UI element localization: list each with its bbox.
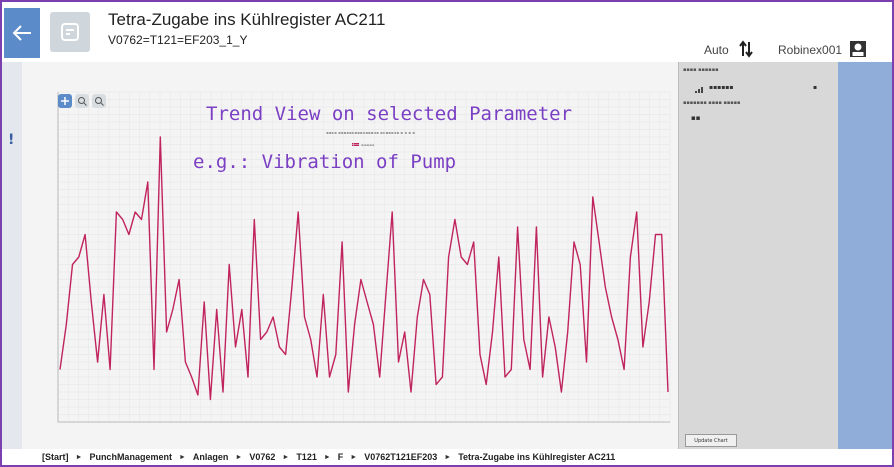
zoom-out-tool[interactable] [92, 94, 106, 108]
back-button[interactable] [4, 8, 40, 58]
breadcrumb-separator: ► [282, 453, 290, 461]
breadcrumb-item[interactable]: PunchManagement [89, 452, 172, 462]
breadcrumb-separator: ► [444, 453, 452, 461]
user-name[interactable]: Robinex001 [778, 43, 843, 57]
zoom-toolbar [58, 94, 106, 108]
sort-arrows-icon[interactable] [738, 40, 754, 58]
page-subtitle: V0762=T121=EF203_1_Y [108, 33, 248, 47]
breadcrumb-item[interactable]: V0762 [249, 452, 276, 462]
annotation-line-2: e.g.: Vibration of Pump [193, 151, 457, 173]
trend-chart: ▪▪▪▪ ▪▪▪▪▪▪▪▪▪▪▪▪▪▪▪ ▪▪▪▪▪▪▪ ▪ ▪ ▪ ▪ ▪▪▪… [22, 62, 678, 450]
pan-icon [61, 97, 69, 105]
chart-legend-title: ▪▪▪▪ ▪▪▪▪▪▪▪▪▪▪▪▪▪▪▪ ▪▪▪▪▪▪▪ ▪ ▪ ▪ ▪ [326, 130, 415, 135]
right-strip [838, 62, 892, 450]
side-current-value: ▪▪▪▪▪▪ [709, 84, 734, 91]
breadcrumb-separator: ► [350, 453, 358, 461]
user-icon[interactable] [849, 40, 867, 58]
side-unit: ▪ [813, 84, 818, 91]
mode-label[interactable]: Auto [704, 43, 729, 57]
breadcrumb-separator: ► [178, 453, 186, 461]
zoom-in-icon [78, 97, 87, 106]
breadcrumb-item[interactable]: [Start] [42, 452, 69, 462]
breadcrumb-item[interactable]: V0762T121EF203 [364, 452, 438, 462]
alert-icon[interactable]: ! [8, 132, 15, 148]
signal-icon [695, 87, 703, 93]
annotation-line-1: Trend View on selected Parameter [206, 103, 573, 125]
series-line[interactable] [59, 136, 669, 401]
zoom-out-icon [95, 97, 104, 106]
chart-axes [57, 92, 670, 423]
side-label-live-values: ▪▪▪▪ ▪▪▪▪▪▪ [683, 67, 719, 73]
breadcrumb-separator: ► [323, 453, 331, 461]
left-strip: ! [2, 62, 22, 450]
breadcrumb-item[interactable]: Anlagen [192, 452, 229, 462]
breadcrumb-item[interactable]: T121 [296, 452, 317, 462]
device-icon [61, 23, 79, 41]
page-title: Tetra-Zugabe ins Kühlregister AC211 [108, 10, 386, 29]
side-panel: ▪▪▪▪ ▪▪▪▪▪▪ ▪▪▪▪▪▪ ▪ ▪▪▪▪▪▪▪ ▪▪▪▪ ▪▪▪▪▪ … [678, 62, 839, 450]
breadcrumb-separator: ► [75, 453, 83, 461]
pan-tool[interactable] [58, 94, 72, 108]
breadcrumb-item[interactable]: Tetra-Zugabe ins Kühlregister AC211 [458, 452, 616, 462]
gridlines [57, 91, 671, 423]
side-time-span-value[interactable]: ▪▪ [691, 114, 701, 122]
zoom-in-tool[interactable] [75, 94, 89, 108]
breadcrumb-item[interactable]: F [337, 452, 344, 462]
app-icon [50, 12, 90, 52]
breadcrumb-separator: ► [235, 453, 243, 461]
update-chart-button[interactable]: Update Chart [685, 434, 737, 447]
arrow-left-icon [12, 25, 31, 41]
side-label-time-span: ▪▪▪▪▪▪▪ ▪▪▪▪ ▪▪▪▪▪ [683, 100, 741, 106]
header: Tetra-Zugabe ins Kühlregister AC211 V076… [2, 2, 892, 62]
breadcrumb: [Start] ► PunchManagement ► Anlagen ► V0762 ► T1… [2, 449, 892, 465]
